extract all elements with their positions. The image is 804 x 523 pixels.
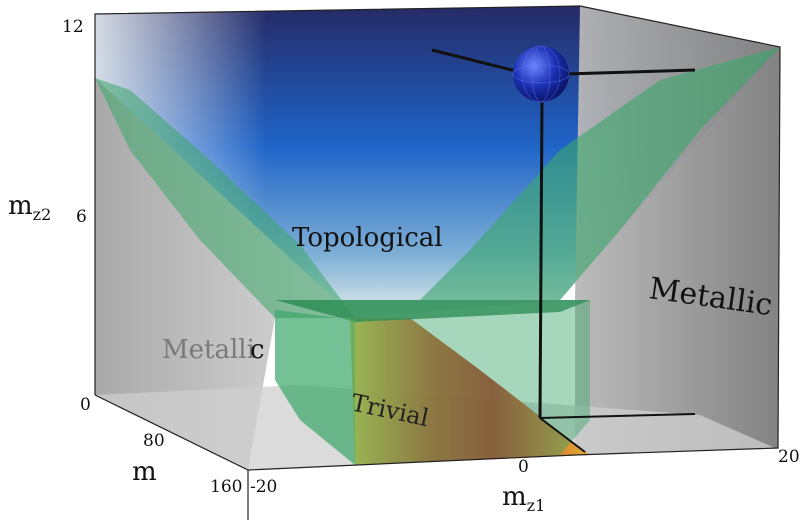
mz1-tick-0: 0 bbox=[518, 457, 529, 477]
mz2-axis-label: mz2 bbox=[8, 191, 51, 224]
m-tick-80: 80 bbox=[143, 431, 165, 451]
mz1-tick-20: 20 bbox=[778, 447, 800, 467]
parameter-point-sphere bbox=[512, 45, 570, 103]
right-green-sheet bbox=[420, 47, 780, 300]
marker-line-left bbox=[431, 48, 521, 74]
central-green-slab bbox=[275, 300, 590, 465]
label-metallic-left-b: c bbox=[250, 335, 265, 365]
marker-line-right bbox=[564, 68, 696, 76]
label-topological: Topological bbox=[292, 223, 443, 253]
marker-line-down bbox=[538, 99, 544, 419]
trivial-region bbox=[350, 318, 590, 465]
mz2-tick-0: 0 bbox=[80, 395, 91, 415]
left-green-curtain bbox=[275, 310, 355, 465]
mz2-tick-6: 6 bbox=[76, 207, 87, 227]
mz1-tick-neg20: -20 bbox=[250, 477, 277, 497]
mz2-tick-12: 12 bbox=[62, 17, 84, 37]
label-metallic-left-a: Metalli bbox=[162, 335, 255, 365]
marker-line-floor bbox=[539, 413, 696, 419]
m-tick-160: 160 bbox=[210, 477, 242, 497]
marker-line-floor2 bbox=[539, 417, 586, 453]
box-frame bbox=[94, 5, 781, 520]
green-slab-top bbox=[275, 300, 590, 322]
m-axis-label: m bbox=[132, 457, 157, 487]
mz1-axis-label: mz1 bbox=[502, 482, 545, 515]
left-green-sheet bbox=[95, 78, 355, 318]
